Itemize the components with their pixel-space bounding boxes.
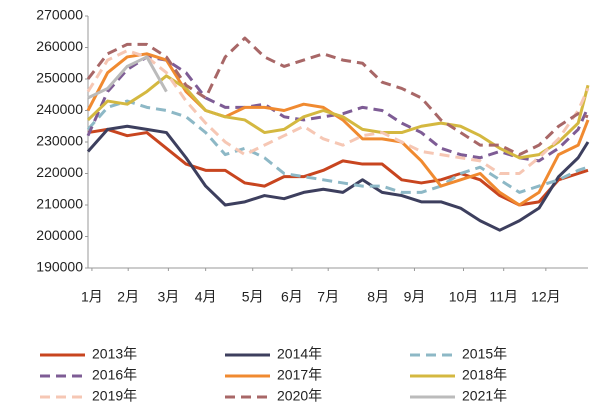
x-tick-label: 12月: [531, 289, 561, 305]
legend-label: 2019年: [92, 388, 137, 404]
x-tick-label: 8月: [367, 289, 389, 305]
series-line: [87, 55, 168, 100]
y-tick-label: 230000: [36, 133, 83, 149]
x-tick-label: 3月: [157, 289, 179, 305]
x-tick-label: 11月: [489, 289, 518, 305]
y-tick-label: 270000: [36, 7, 83, 23]
series-line: [86, 124, 590, 232]
x-tick-label: 2月: [117, 289, 139, 305]
legend-label: 2021年: [462, 388, 507, 404]
legend-label: 2013年: [92, 346, 137, 362]
y-tick-label: 190000: [36, 259, 83, 275]
y-tick-label: 200000: [36, 227, 83, 243]
y-tick-label: 220000: [36, 164, 83, 180]
y-tick-label: 240000: [36, 101, 83, 117]
series-line: [86, 49, 590, 175]
legend-label: 2015年: [462, 346, 507, 362]
series-line: [87, 127, 589, 207]
legend-label: 2020年: [277, 388, 322, 404]
x-tick-label: 4月: [195, 289, 217, 305]
legend-label: 2014年: [277, 346, 322, 362]
x-tick-label: 9月: [404, 289, 426, 305]
x-tick-label: 10月: [449, 289, 479, 305]
y-tick-label: 210000: [36, 196, 83, 212]
y-tick-label: 250000: [36, 70, 83, 86]
x-tick-label: 1月: [81, 289, 103, 305]
x-tick-label: 6月: [281, 289, 303, 305]
x-tick-label: 5月: [242, 289, 264, 305]
legend-label: 2018年: [462, 367, 507, 383]
legend-label: 2017年: [277, 367, 322, 383]
y-tick-label: 260000: [36, 38, 83, 54]
series-line: [86, 99, 589, 194]
series-line: [86, 36, 589, 157]
legend-label: 2016年: [92, 367, 137, 383]
x-tick-label: 7月: [317, 289, 339, 305]
series-line: [86, 52, 590, 207]
